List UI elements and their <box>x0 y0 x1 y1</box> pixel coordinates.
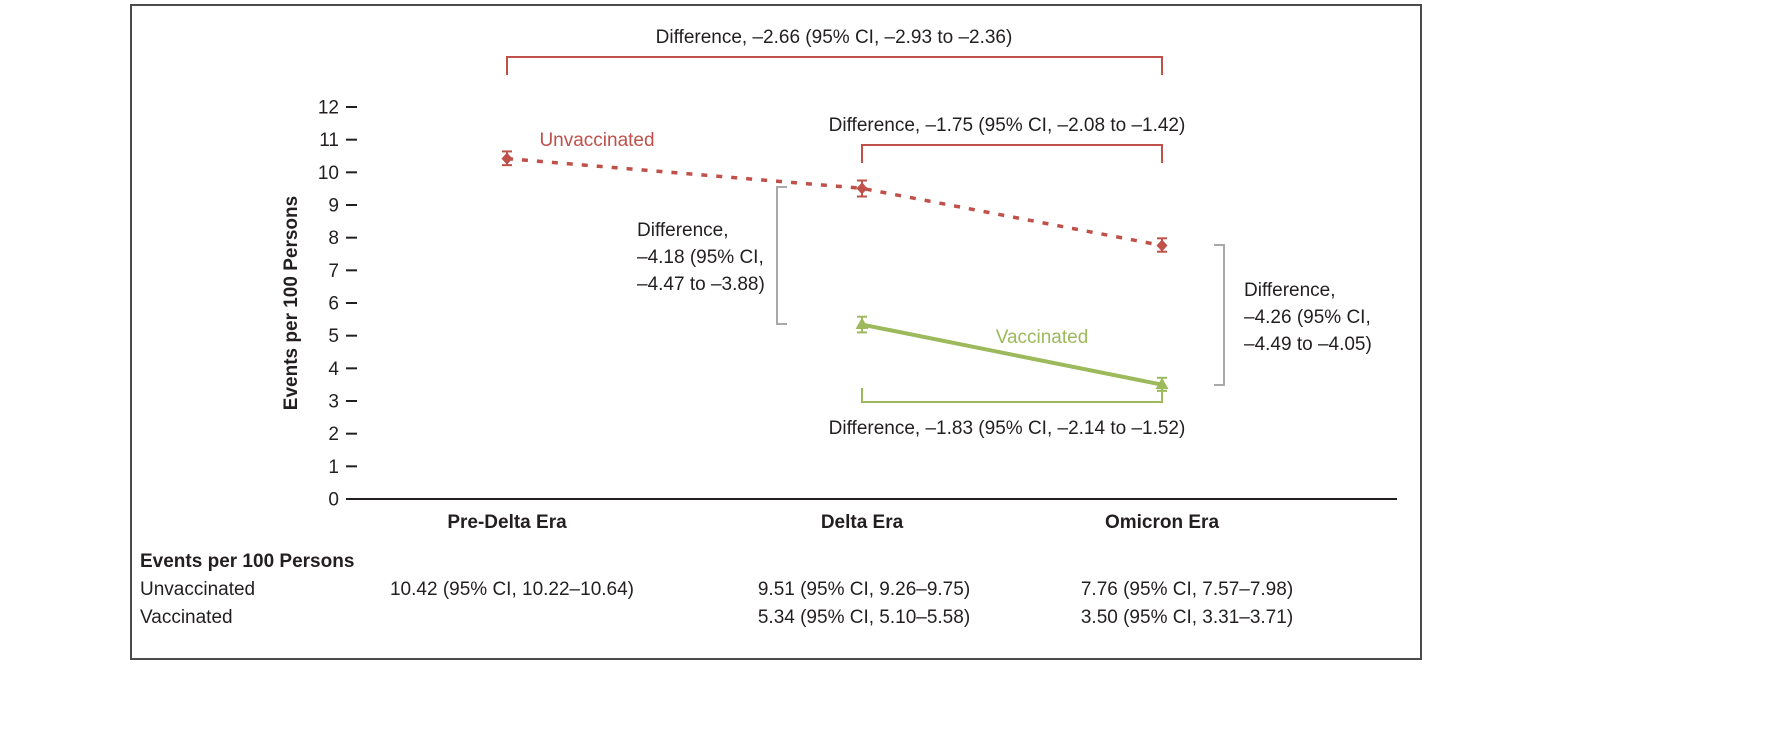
bracket-omicron-gap <box>1214 244 1225 386</box>
data-point-marker <box>501 152 513 165</box>
data-point-marker <box>1156 239 1168 252</box>
series-label-vaccinated: Vaccinated <box>996 327 1089 348</box>
bracket-unvacc-delta-omicron <box>861 144 1163 163</box>
y-axis-title: Events per 100 Persons <box>281 196 302 410</box>
y-tick-label: 3 <box>328 392 339 413</box>
y-tick-label: 7 <box>328 261 339 282</box>
series-line-unvaccinated <box>506 156 1163 248</box>
y-tick-label: 0 <box>328 490 339 511</box>
annotation-diff-unvacc-delta-omicron: Difference, –1.75 (95% CI, –2.08 to –1.4… <box>829 115 1186 136</box>
table-cell: 5.34 (95% CI, 5.10–5.58) <box>757 607 971 628</box>
annotation-diff-top: Difference, –2.66 (95% CI, –2.93 to –2.3… <box>656 27 1013 48</box>
y-tick-label: 5 <box>328 326 339 347</box>
table-row-label: Vaccinated <box>140 607 233 628</box>
annotation-diff-omicron-gap-line2: –4.26 (95% CI, <box>1244 307 1371 328</box>
annotation-diff-vacc-delta-omicron: Difference, –1.83 (95% CI, –2.14 to –1.5… <box>829 418 1186 439</box>
bracket-delta-gap <box>776 186 787 325</box>
annotation-diff-delta-gap-line1: Difference, <box>637 220 729 241</box>
table-cell: 10.42 (95% CI, 10.22–10.64) <box>389 579 635 600</box>
y-tick-label: 10 <box>318 163 339 184</box>
y-tick-label: 8 <box>328 228 339 249</box>
x-category-label: Pre-Delta Era <box>447 512 567 533</box>
figure-panel: 0 1 2 3 4 5 6 7 8 9 10 11 12 Pre-Delta Era Delta Era Om… <box>130 4 1422 660</box>
table-row-label: Unvaccinated <box>140 579 256 600</box>
table-row-unvaccinated: Unvaccinated 10.42 (95% CI, 10.22–10.64)… <box>132 577 1420 603</box>
y-tick-label: 4 <box>328 359 339 380</box>
y-tick-label: 2 <box>328 424 339 445</box>
y-tick-label: 6 <box>328 294 339 315</box>
table-cell: 3.50 (95% CI, 3.31–3.71) <box>1080 607 1294 628</box>
series-line-vaccinated <box>861 322 1163 387</box>
annotation-diff-omicron-gap-line1: Difference, <box>1244 280 1336 301</box>
bracket-unvacc-predelta-omicron <box>506 56 1163 75</box>
y-tick-label: 9 <box>328 196 339 217</box>
data-point-marker <box>856 182 868 195</box>
table-row-vaccinated: Vaccinated 5.34 (95% CI, 5.10–5.58) 3.50… <box>132 605 1420 631</box>
annotation-diff-omicron-gap-line3: –4.49 to –4.05) <box>1244 334 1372 355</box>
y-tick-label: 12 <box>318 98 339 119</box>
data-point-marker <box>1155 377 1169 390</box>
annotation-diff-delta-gap-line3: –4.47 to –3.88) <box>637 274 765 295</box>
y-tick-label: 1 <box>328 457 339 478</box>
table-cell: 7.76 (95% CI, 7.57–7.98) <box>1080 579 1294 600</box>
y-tick-label: 11 <box>319 130 339 151</box>
table-cell: 9.51 (95% CI, 9.26–9.75) <box>757 579 971 600</box>
table-header: Events per 100 Persons <box>140 551 355 572</box>
annotation-diff-delta-gap-line2: –4.18 (95% CI, <box>637 247 764 268</box>
data-point-marker <box>855 317 869 330</box>
series-label-unvaccinated: Unvaccinated <box>539 130 654 151</box>
x-category-label: Omicron Era <box>1105 512 1219 533</box>
x-category-label: Delta Era <box>821 512 904 533</box>
bracket-vacc-delta-omicron <box>861 388 1163 403</box>
